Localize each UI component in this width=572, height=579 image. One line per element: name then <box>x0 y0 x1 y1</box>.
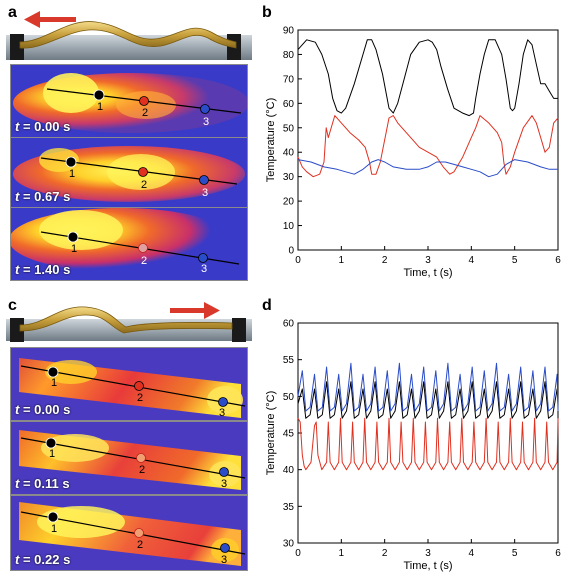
point-label-1: 1 <box>71 243 77 255</box>
y-axis-label: Temperature (°C) <box>265 98 277 182</box>
time-label: t = 0.11 s <box>15 476 70 491</box>
x-tick-label: 5 <box>512 548 518 559</box>
panel-label-d: d <box>262 297 272 314</box>
thermal-frame-a3: 1 2 3 t = 1.40 s <box>10 207 248 281</box>
point-label-3: 3 <box>203 116 209 128</box>
y-tick-label: 55 <box>283 355 295 366</box>
point-label-3: 3 <box>202 187 208 199</box>
point-label-2: 2 <box>141 255 147 267</box>
x-tick-label: 6 <box>555 548 561 559</box>
point-label-1: 1 <box>69 168 75 180</box>
x-tick-label: 3 <box>425 548 431 559</box>
x-tick-label: 3 <box>425 255 431 266</box>
y-tick-label: 30 <box>283 539 295 550</box>
point-label-3: 3 <box>219 407 225 419</box>
strip-illustration-c <box>6 302 252 342</box>
x-axis-label: Time, t (s) <box>403 267 452 279</box>
y-tick-label: 50 <box>283 392 295 403</box>
arrow-left-icon <box>24 11 76 28</box>
thermal-frame-c3: 1 2 3 t = 0.22 s <box>10 495 248 571</box>
point-label-3: 3 <box>221 478 227 490</box>
x-tick-label: 6 <box>555 255 561 266</box>
plot-frame <box>297 322 559 544</box>
y-tick-label: 30 <box>283 172 295 183</box>
y-tick-label: 35 <box>283 502 295 513</box>
point-label-1: 1 <box>51 377 57 389</box>
series-line-3 <box>297 362 559 412</box>
series-line-2 <box>297 115 559 178</box>
y-tick-label: 80 <box>283 50 295 61</box>
panel-label-a: a <box>8 4 17 21</box>
time-label: t = 1.40 s <box>15 262 71 277</box>
point-label-3: 3 <box>221 554 227 566</box>
series-line-1 <box>297 417 559 471</box>
point-label-2: 2 <box>137 539 143 551</box>
series-line-2 <box>297 381 559 419</box>
x-tick-label: 0 <box>295 255 301 266</box>
x-tick-label: 4 <box>469 255 475 266</box>
panel-label-b: b <box>262 4 272 21</box>
x-tick-label: 0 <box>295 548 301 559</box>
point-label-1: 1 <box>51 523 57 535</box>
x-tick-label: 2 <box>382 255 388 266</box>
x-tick-label: 1 <box>339 548 345 559</box>
point-label-1: 1 <box>49 448 55 460</box>
y-tick-label: 10 <box>283 221 295 232</box>
x-tick-label: 1 <box>339 255 345 266</box>
x-tick-label: 2 <box>382 548 388 559</box>
y-tick-label: 90 <box>283 26 295 37</box>
time-label: t = 0.00 s <box>15 119 71 134</box>
strip-illustration-a <box>6 11 252 60</box>
x-tick-label: 4 <box>469 548 475 559</box>
y-tick-label: 70 <box>283 74 295 85</box>
time-label: t = 0.00 s <box>15 402 71 417</box>
point-label-2: 2 <box>142 107 148 119</box>
point-label-3: 3 <box>201 263 207 275</box>
thermal-frame-a2: 1 2 3 t = 0.67 s <box>10 137 248 208</box>
time-label: t = 0.67 s <box>15 189 71 204</box>
point-label-2: 2 <box>141 179 147 191</box>
y-tick-label: 60 <box>283 99 295 110</box>
y-tick-label: 20 <box>283 197 295 208</box>
arrow-right-icon <box>170 302 220 319</box>
point-label-1: 1 <box>97 101 103 113</box>
series-line-1 <box>297 39 558 117</box>
y-tick-label: 40 <box>283 465 295 476</box>
time-label: t = 0.22 s <box>15 552 71 567</box>
x-axis-label: Time, t (s) <box>403 560 452 572</box>
thermal-frame-c1: 1 2 3 t = 0.00 s <box>10 347 248 421</box>
panel-label-c: c <box>8 297 17 314</box>
point-label-2: 2 <box>139 464 145 476</box>
y-tick-label: 45 <box>283 429 295 440</box>
y-tick-label: 60 <box>283 319 295 330</box>
thermal-frame-a1: 1 2 3 t = 0.00 s <box>10 64 248 138</box>
y-tick-label: 50 <box>283 123 295 134</box>
y-axis-label: Temperature (°C) <box>265 391 277 475</box>
x-tick-label: 5 <box>512 255 518 266</box>
thermal-frame-c2: 1 2 3 t = 0.11 s <box>10 421 248 495</box>
series-line-3 <box>297 159 558 178</box>
y-tick-label: 40 <box>283 148 295 159</box>
point-label-2: 2 <box>137 392 143 404</box>
y-tick-label: 0 <box>288 246 294 257</box>
